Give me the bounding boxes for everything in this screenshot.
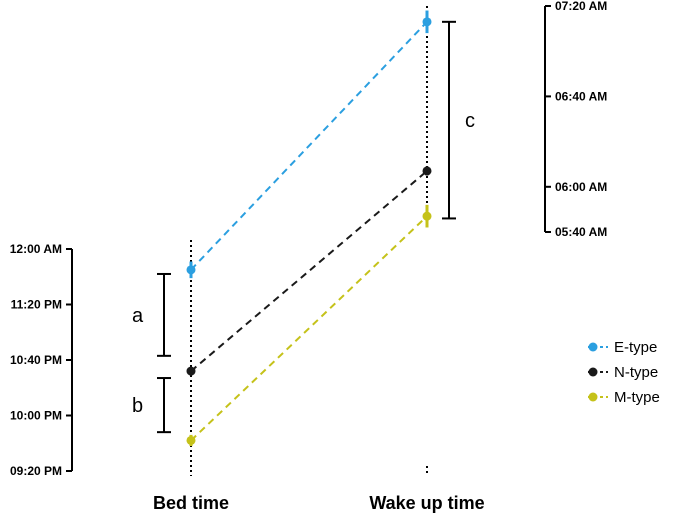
category-labels: Bed time Wake up time (153, 493, 485, 513)
series-layer (186, 10, 432, 447)
category-label: Bed time (153, 493, 229, 513)
bracket-c: c (442, 20, 475, 220)
series-line-n-type (190, 170, 428, 372)
bracket-label-b: b (132, 395, 143, 417)
bracket-layer: a b c (132, 20, 475, 434)
legend-swatch-marker (588, 342, 598, 352)
category-label: Wake up time (369, 493, 484, 513)
legend-swatch-marker (588, 367, 598, 377)
point-bed-m-type (186, 435, 196, 445)
point-wake-e-type (422, 17, 432, 27)
left-axis-tick-label: 12:00 AM (10, 242, 62, 256)
series-n-type (186, 166, 432, 376)
legend-item-e-type: E-type (588, 339, 657, 356)
legend-item-n-type: N-type (588, 364, 658, 381)
left-axis-tick-label: 10:40 PM (10, 353, 62, 367)
legend: E-type N-type M-type (588, 339, 660, 406)
left-axis-tick-label: 10:00 PM (10, 409, 62, 423)
left-axis-tick-label: 11:20 PM (11, 298, 62, 312)
point-wake-n-type (422, 166, 432, 176)
right-axis-tick-label: 07:20 AM (555, 0, 607, 13)
left-axis-tick-label: 09:20 PM (10, 464, 62, 478)
right-axis: 07:20 AM 06:40 AM 06:00 AM 05:40 AM (544, 0, 607, 239)
bracket-label-c: c (465, 110, 475, 132)
series-line-m-type (190, 215, 428, 442)
right-axis-tick-label: 06:40 AM (555, 89, 607, 103)
right-axis-tick-label: 06:00 AM (555, 180, 607, 194)
point-bed-n-type (186, 366, 196, 376)
bracket-a: a (132, 272, 171, 357)
series-line-e-type (190, 21, 428, 271)
bracket-label-a: a (132, 305, 144, 327)
legend-swatch-marker (588, 392, 598, 402)
series-m-type (186, 204, 432, 447)
right-axis-tick-label: 05:40 AM (555, 225, 607, 239)
legend-label: E-type (614, 339, 657, 356)
series-e-type (186, 10, 432, 279)
legend-label: M-type (614, 389, 660, 406)
left-axis: 12:00 AM 11:20 PM 10:40 PM 10:00 PM 09:20 PM (10, 242, 73, 478)
point-wake-m-type (422, 211, 432, 221)
legend-item-m-type: M-type (588, 389, 660, 406)
legend-label: N-type (614, 364, 658, 381)
bracket-b: b (132, 377, 171, 434)
point-bed-e-type (186, 265, 196, 275)
